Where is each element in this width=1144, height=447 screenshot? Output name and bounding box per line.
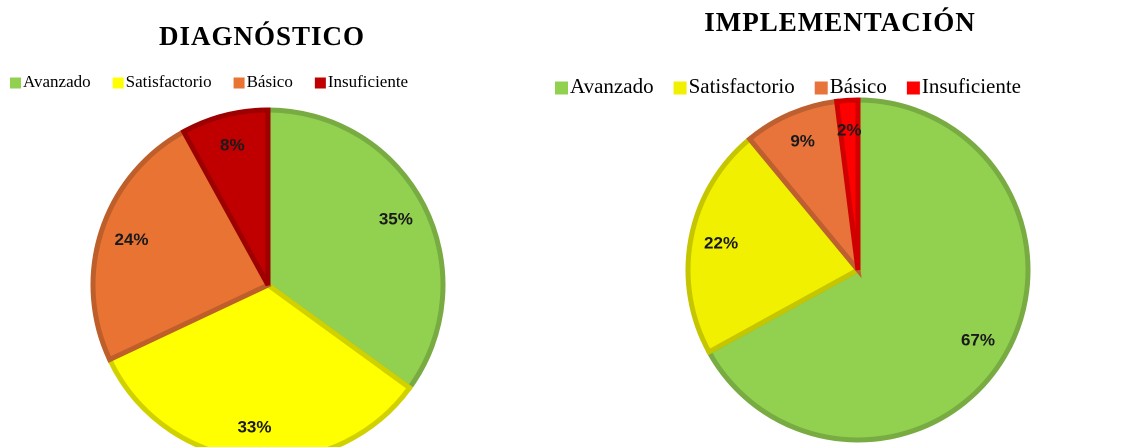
data-label: 35% <box>379 209 413 228</box>
pie-slice <box>833 97 861 271</box>
legend-swatch <box>233 77 245 89</box>
legend-label: Avanzado <box>570 74 654 98</box>
legend-label: Insuficiente <box>922 74 1021 98</box>
legend-swatch <box>814 81 828 95</box>
legend-swatch <box>10 77 21 89</box>
legend-swatch <box>555 81 568 95</box>
pie-slice <box>685 135 862 356</box>
data-label: 9% <box>790 132 815 151</box>
legend-label: Insuficiente <box>328 72 408 91</box>
pie-slice <box>265 107 446 392</box>
legend-label: Satisfactorio <box>689 74 795 98</box>
data-label: 33% <box>237 417 271 436</box>
legend-swatch <box>673 81 687 95</box>
legend-label: Básico <box>830 74 887 98</box>
pie-slice <box>180 107 271 287</box>
data-label: 2% <box>837 120 862 139</box>
pie-slice <box>705 97 1031 443</box>
data-label: 67% <box>961 330 995 349</box>
legend-label: Satisfactorio <box>126 72 212 91</box>
legend-label: Básico <box>247 72 293 91</box>
pie-slice <box>90 128 272 363</box>
legend-label: Avanzado <box>23 72 91 91</box>
data-label: 8% <box>220 135 245 154</box>
data-label: 22% <box>704 233 738 252</box>
legend-swatch <box>314 77 326 89</box>
chart-title: IMPLEMENTACIÓN <box>704 7 976 37</box>
chart-title: DIAGNÓSTICO <box>159 21 365 51</box>
legend-swatch <box>112 77 124 89</box>
legend-swatch <box>906 81 920 95</box>
data-label: 24% <box>115 230 149 249</box>
